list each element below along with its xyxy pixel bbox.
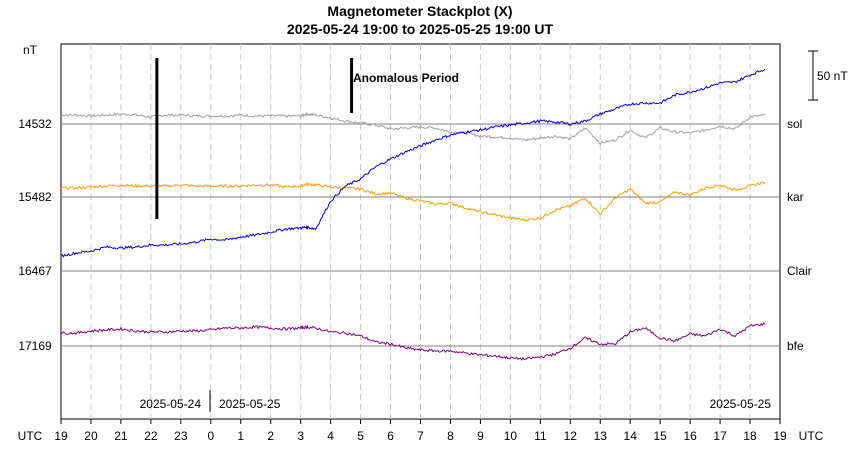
x-tick-label: 19 xyxy=(773,429,787,443)
x-axis-label-right: UTC xyxy=(799,429,824,443)
x-tick-label: 16 xyxy=(683,429,697,443)
date-label-right: 2025-05-25 xyxy=(710,397,772,411)
x-tick-label: 7 xyxy=(417,429,424,443)
series-line-sol xyxy=(60,111,766,146)
x-axis-label: UTC xyxy=(18,429,43,443)
x-tick-label: 18 xyxy=(743,429,757,443)
date-label-center: 2025-05-25 xyxy=(219,397,281,411)
x-tick-label: 13 xyxy=(594,429,608,443)
vertical-gridlines xyxy=(90,44,751,419)
scale-bar-label: 50 nT xyxy=(817,69,848,83)
series-group xyxy=(60,58,766,361)
x-tick-label: 4 xyxy=(327,429,334,443)
x-tick-label: 22 xyxy=(144,429,158,443)
x-tick-label: 23 xyxy=(174,429,188,443)
x-tick-label: 21 xyxy=(114,429,128,443)
x-tick-label: 5 xyxy=(357,429,364,443)
scale-bar: 50 nT xyxy=(808,50,848,101)
station-label-bfe: bfe xyxy=(787,339,804,353)
x-tick-label: 15 xyxy=(653,429,667,443)
baseline-value-sol: 14532 xyxy=(18,117,52,131)
chart-title: Magnetometer Stackplot (X) xyxy=(327,3,512,19)
x-tick-label: 17 xyxy=(713,429,727,443)
station-label-sol: sol xyxy=(787,117,802,131)
x-tick-label: 2 xyxy=(267,429,274,443)
x-tick-label: 10 xyxy=(504,429,518,443)
chart-subtitle: 2025-05-24 19:00 to 2025-05-25 19:00 UT xyxy=(287,21,554,37)
series-line-bfe xyxy=(60,322,766,361)
x-tick-label: 14 xyxy=(624,429,638,443)
x-tick-label: 1 xyxy=(237,429,244,443)
x-ticks: 19 20 21 22 23 0 1 2 3 4 5 6 7 8 9 10 11 12 13 14 15 16 17 18 19 xyxy=(54,419,787,443)
anomaly-label: Anomalous Period xyxy=(353,71,459,85)
x-tick-label: 6 xyxy=(387,429,394,443)
x-tick-label: 8 xyxy=(447,429,454,443)
x-tick-label: 20 xyxy=(84,429,98,443)
y-unit-label: nT xyxy=(23,43,38,57)
plot-area xyxy=(60,43,781,420)
station-label-clair: Clair xyxy=(787,264,812,278)
x-tick-label: 3 xyxy=(297,429,304,443)
baseline-group: 14532 sol 15482 kar 16467 Clair 17169 bfe xyxy=(18,117,811,353)
x-tick-label: 0 xyxy=(207,429,214,443)
baseline-value-kar: 15482 xyxy=(18,190,52,204)
x-tick-label: 9 xyxy=(477,429,484,443)
baseline-value-bfe: 17169 xyxy=(18,339,52,353)
baseline-value-clair: 16467 xyxy=(18,264,52,278)
series-line-kar xyxy=(60,181,766,222)
date-label-left: 2025-05-24 xyxy=(140,397,202,411)
x-tick-label: 11 xyxy=(534,429,547,443)
x-tick-label: 12 xyxy=(564,429,578,443)
station-label-kar: kar xyxy=(787,190,804,204)
series-line-clair xyxy=(61,68,766,258)
x-tick-label: 19 xyxy=(54,429,68,443)
